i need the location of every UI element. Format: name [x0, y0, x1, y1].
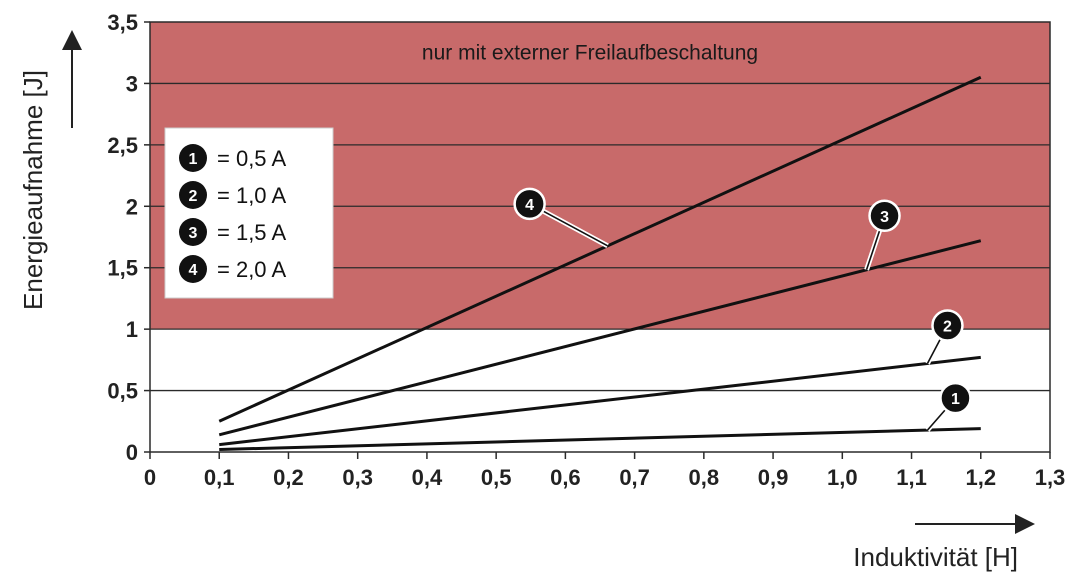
- series-line-1: [219, 427, 981, 452]
- plot-frame: [149, 21, 1051, 453]
- x-tick-label: 0,7: [619, 465, 650, 490]
- callout-marker-label-4: 4: [525, 197, 534, 214]
- y-tick-label: 2: [126, 194, 138, 219]
- y-tick-label: 1: [126, 317, 138, 342]
- series-line-4: [218, 75, 982, 423]
- shaded-region-label: nur mit externer Freilaufbeschaltung: [422, 42, 758, 65]
- x-tick-label: 0,9: [758, 465, 789, 490]
- y-tick-label: 3: [126, 71, 138, 96]
- legend-marker-4: [179, 255, 207, 283]
- y-axis-title: Energieaufnahme [J]: [18, 70, 48, 310]
- callout-marker-label-2: 2: [943, 319, 952, 336]
- x-tick-label: 1,3: [1035, 465, 1066, 490]
- legend-marker-label-2: 2: [189, 188, 198, 205]
- series-line-2: [219, 355, 981, 447]
- legend-marker-label-3: 3: [189, 225, 198, 242]
- callout-marker-4: [513, 187, 546, 221]
- y-tick-label: 2,5: [107, 133, 138, 158]
- x-tick-label: 1,1: [896, 465, 927, 490]
- x-tick-label: 0,1: [204, 465, 235, 490]
- x-tick-label: 0,8: [689, 465, 720, 490]
- x-axis-title: Induktivität [H]: [853, 542, 1018, 572]
- x-tick-label: 0,3: [342, 465, 373, 490]
- legend-entry-1: = 0,5 A: [217, 146, 286, 171]
- legend-entry-2: = 1,0 A: [217, 183, 286, 208]
- callout-marker-1: [939, 381, 972, 415]
- y-tick-label: 1,5: [107, 256, 138, 281]
- callout-marker-label-3: 3: [880, 209, 889, 226]
- callout-marker-label-1: 1: [951, 391, 960, 408]
- x-tick-label: 0,5: [481, 465, 512, 490]
- y-tick-label: 3,5: [107, 10, 138, 35]
- callout-marker-2: [931, 309, 964, 342]
- legend-entry-3: = 1,5 A: [217, 220, 286, 245]
- x-tick-label: 0,4: [412, 465, 443, 490]
- callout-marker-3: [868, 199, 901, 233]
- legend-entry-4: = 2,0 A: [217, 257, 286, 282]
- legend-marker-2: [179, 181, 207, 209]
- series-line-3: [218, 239, 982, 437]
- x-tick-label: 0,2: [273, 465, 304, 490]
- x-tick-label: 1,2: [965, 465, 996, 490]
- x-tick-label: 1,0: [827, 465, 858, 490]
- x-tick-label: 0,6: [550, 465, 581, 490]
- legend-marker-label-1: 1: [189, 151, 198, 168]
- legend-marker-label-4: 4: [189, 262, 198, 279]
- legend-marker-1: [179, 144, 207, 172]
- y-tick-label: 0: [126, 440, 138, 465]
- y-tick-label: 0,5: [107, 379, 138, 404]
- x-tick-label: 0: [144, 465, 156, 490]
- legend-marker-3: [179, 218, 207, 246]
